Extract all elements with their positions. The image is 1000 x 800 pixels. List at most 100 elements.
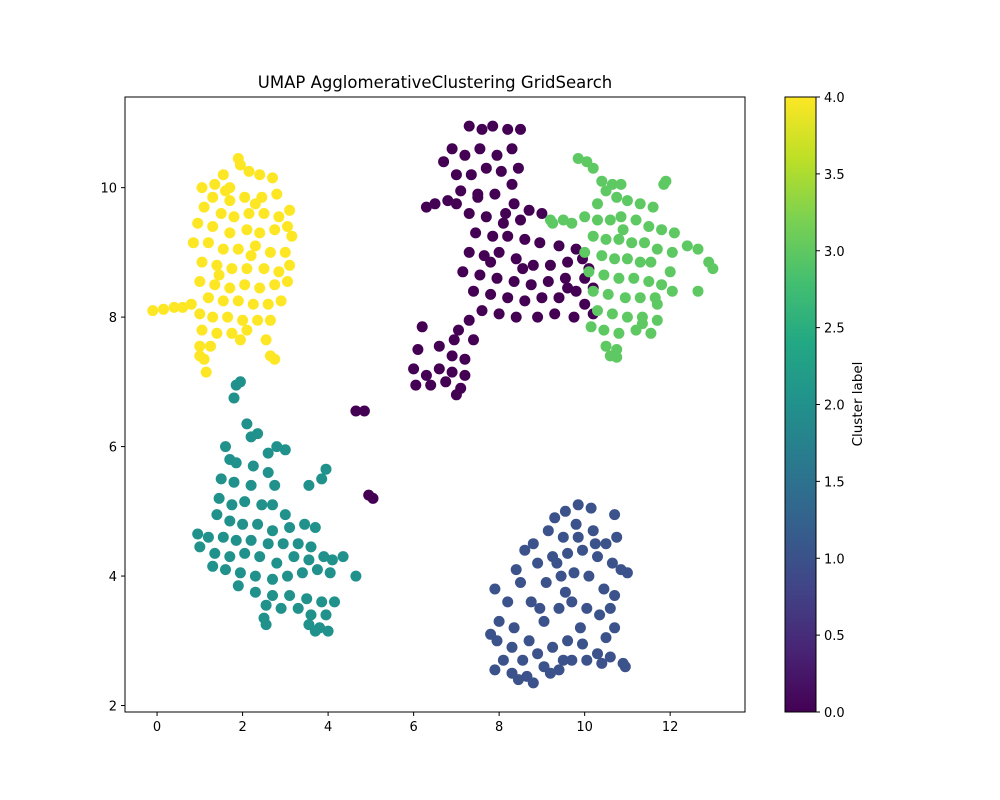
scatter-point — [446, 350, 458, 362]
scatter-point — [220, 185, 231, 197]
x-tick-label: 8 — [495, 720, 503, 735]
scatter-point — [262, 467, 274, 478]
scatter-point — [626, 237, 638, 249]
scatter-point — [198, 201, 210, 213]
scatter-point — [194, 340, 206, 352]
scatter-point — [459, 369, 471, 381]
scatter-point — [408, 363, 420, 375]
scatter-point — [615, 211, 627, 223]
scatter-point — [495, 165, 507, 177]
scatter-point — [587, 230, 599, 242]
scatter-point — [611, 351, 623, 363]
scatter-point — [254, 282, 266, 294]
scatter-point — [194, 276, 206, 287]
scatter-point — [412, 344, 424, 355]
colorbar — [784, 96, 817, 713]
scatter-point — [512, 162, 524, 174]
scatter-point — [502, 596, 514, 608]
colorbar-tick-label: 0.0 — [824, 706, 845, 721]
scatter-point — [267, 172, 278, 184]
scatter-point — [450, 198, 462, 210]
scatter-point — [147, 305, 159, 317]
scatter-point — [600, 632, 612, 644]
scatter-point — [480, 211, 492, 223]
y-tick-label: 6 — [109, 441, 117, 456]
scatter-point — [515, 123, 526, 135]
scatter-point — [284, 522, 296, 533]
scatter-point — [209, 547, 221, 559]
scatter-point — [243, 208, 255, 219]
scatter-point — [472, 191, 484, 203]
scatter-point — [497, 217, 509, 229]
scatter-point — [226, 499, 238, 511]
scatter-point — [230, 534, 242, 546]
scatter-point — [239, 191, 251, 203]
scatter-point — [681, 240, 693, 252]
scatter-point — [243, 165, 255, 177]
scatter-point — [615, 178, 627, 190]
scatter-point — [254, 551, 266, 563]
scatter-point — [260, 599, 272, 611]
scatter-point — [485, 628, 497, 640]
scatter-point — [249, 240, 261, 252]
scatter-point — [329, 596, 340, 608]
scatter-point — [598, 269, 610, 281]
scatter-point — [262, 298, 274, 310]
scatter-point — [226, 327, 238, 339]
scatter-point — [279, 444, 291, 456]
scatter-point — [532, 648, 544, 660]
scatter-point — [474, 269, 486, 281]
scatter-point — [245, 479, 257, 491]
scatter-point — [512, 674, 524, 686]
scatter-point — [453, 324, 464, 336]
scatter-point — [463, 120, 475, 132]
scatter-point — [213, 269, 225, 281]
scatter-point — [508, 276, 520, 287]
scatter-point — [506, 178, 518, 190]
scatter-point — [241, 324, 253, 336]
scatter-point — [707, 263, 719, 275]
scatter-point — [358, 405, 370, 417]
scatter-point — [643, 221, 655, 232]
scatter-point — [200, 366, 212, 378]
scatter-point — [617, 224, 629, 236]
scatter-point — [515, 214, 526, 226]
scatter-point — [577, 638, 588, 650]
scatter-point — [463, 314, 475, 326]
scatter-point — [241, 224, 253, 236]
scatter-point — [271, 188, 283, 200]
scatter-point — [249, 570, 261, 582]
scatter-point — [598, 324, 610, 336]
scatter-point — [470, 227, 482, 239]
scatter-point — [230, 457, 242, 469]
scatter-point — [536, 208, 548, 219]
scatter-point — [202, 237, 214, 249]
scatter-point — [196, 324, 208, 336]
scatter-point — [651, 314, 663, 326]
scatter-point — [619, 292, 631, 304]
scatter-point — [527, 259, 539, 271]
scatter-point — [579, 298, 591, 310]
scatter-point — [606, 308, 618, 320]
scatter-point — [549, 308, 561, 320]
scatter-point — [480, 162, 492, 174]
scatter-point — [211, 509, 223, 521]
scatter-point — [311, 564, 323, 576]
scatter-point — [224, 195, 236, 207]
scatter-point — [192, 528, 204, 540]
x-tick-label: 0 — [153, 720, 161, 735]
scatter-point — [557, 531, 569, 543]
scatter-point — [604, 602, 616, 614]
scatter-point — [252, 314, 264, 326]
scatter-point — [249, 198, 261, 210]
scatter-point — [502, 230, 514, 242]
scatter-point — [600, 340, 612, 352]
scatter-point — [446, 143, 458, 155]
scatter-point — [497, 654, 509, 666]
scatter-point — [510, 564, 522, 576]
scatter-point — [506, 641, 518, 653]
scatter-point — [485, 256, 497, 268]
scatter-point — [525, 279, 537, 291]
scatter-point — [592, 305, 603, 317]
scatter-point — [600, 233, 612, 245]
